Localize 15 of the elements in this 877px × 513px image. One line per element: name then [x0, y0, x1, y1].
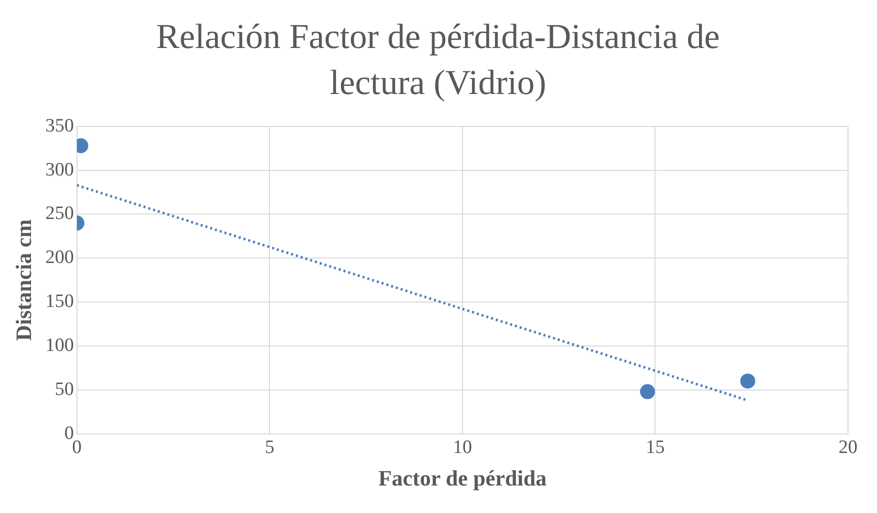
x-tick-label: 20 — [838, 437, 858, 458]
y-tick-label: 300 — [45, 159, 74, 180]
y-tick-label: 200 — [45, 247, 74, 268]
x-tick-label: 15 — [646, 437, 665, 458]
y-axis-title: Distancia cm — [10, 219, 36, 341]
y-tick-label: 250 — [45, 203, 74, 224]
chart-title: Relación Factor de pérdida-Distancia de lectura (Vidrio) — [155, 16, 721, 104]
y-tick-label: 50 — [54, 378, 74, 400]
x-axis-title: Factor de pérdida — [378, 465, 547, 490]
y-tick-label: 100 — [45, 334, 74, 356]
y-tick-label: 0 — [64, 422, 74, 444]
x-tick-label: 5 — [264, 437, 274, 458]
y-tick-label: 150 — [45, 291, 74, 312]
y-tick-label: 350 — [45, 115, 74, 136]
x-tick-label: 10 — [452, 437, 472, 458]
